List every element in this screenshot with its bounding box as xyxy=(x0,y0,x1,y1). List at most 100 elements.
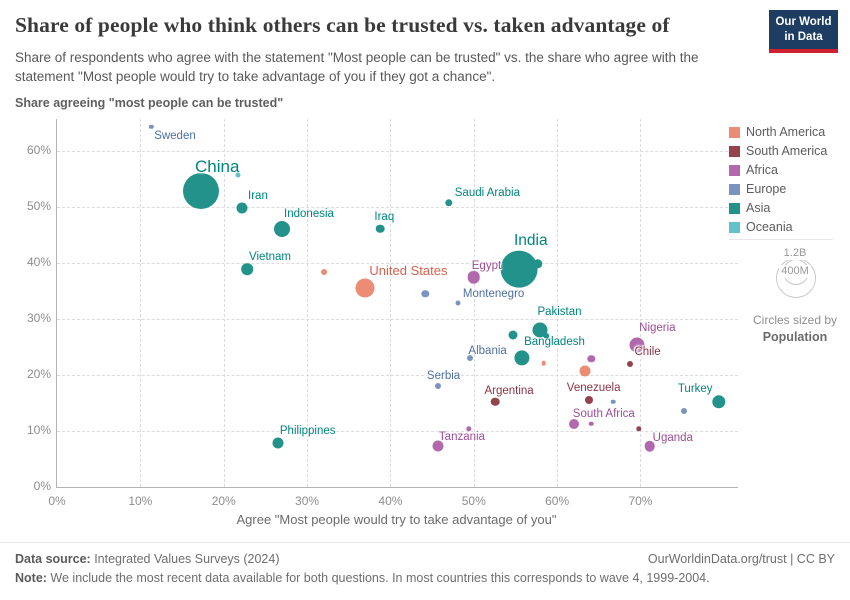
chart-footer: Data source: Integrated Values Surveys (… xyxy=(0,542,850,600)
data-point-label-china: China xyxy=(194,156,240,176)
x-tick-label: 0% xyxy=(48,494,66,508)
data-point-label-egypt: Egypt xyxy=(471,259,502,272)
data-point-unlabeled[interactable] xyxy=(680,407,687,414)
data-point-unlabeled[interactable] xyxy=(541,360,547,366)
data-point-unlabeled[interactable] xyxy=(320,268,327,275)
data-point-label-chile: Chile xyxy=(634,345,661,358)
data-point-label-indonesia: Indonesia xyxy=(284,207,334,220)
data-point-saudi-arabia[interactable] xyxy=(445,199,453,207)
x-gridline xyxy=(307,119,309,487)
data-point-iraq[interactable] xyxy=(376,224,385,234)
y-gridline xyxy=(57,430,738,432)
x-gridline xyxy=(640,119,642,487)
y-gridline xyxy=(57,206,738,208)
data-point-label-bangladesh: Bangladesh xyxy=(524,336,585,349)
data-point-sweden[interactable] xyxy=(148,124,154,130)
data-point-united-states[interactable] xyxy=(355,278,375,298)
size-legend: 1.2B 400M Circles sized by Population xyxy=(743,243,847,345)
size-legend-small-label: 400M xyxy=(779,265,811,279)
page-title: Share of people who think others can be … xyxy=(15,13,670,37)
data-point-unlabeled[interactable] xyxy=(543,333,549,339)
data-point-argentina[interactable] xyxy=(491,397,500,407)
legend-label: South America xyxy=(746,144,828,158)
owid-logo[interactable]: Our World in Data xyxy=(769,10,838,53)
y-gridline xyxy=(57,150,738,152)
size-legend-caption-bold: Population xyxy=(762,329,828,344)
legend-item-africa[interactable]: Africa xyxy=(729,163,847,177)
legend-item-oceania[interactable]: Oceania xyxy=(729,220,847,234)
data-point-nigeria[interactable] xyxy=(629,337,645,353)
legend-label: Europe xyxy=(746,182,787,196)
data-point-vietnam[interactable] xyxy=(241,263,253,275)
data-point-label-argentina: Argentina xyxy=(484,384,534,397)
data-point-unlabeled[interactable] xyxy=(508,330,518,340)
y-tick-label: 40% xyxy=(26,254,51,269)
data-point-unlabeled[interactable] xyxy=(579,365,591,377)
legend-item-asia[interactable]: Asia xyxy=(729,201,847,215)
legend-swatch xyxy=(729,164,740,176)
x-tick-label: 20% xyxy=(211,494,236,508)
data-point-china[interactable] xyxy=(183,172,220,209)
data-point-albania[interactable] xyxy=(467,355,474,362)
data-point-unlabeled[interactable] xyxy=(466,426,472,432)
data-point-label-india: India xyxy=(513,232,548,250)
data-point-unlabeled[interactable] xyxy=(610,399,616,405)
data-point-label-venezuela: Venezuela xyxy=(566,382,621,395)
data-point-indonesia[interactable] xyxy=(274,220,291,237)
legend-swatch xyxy=(729,221,740,233)
x-tick-label: 50% xyxy=(461,494,486,508)
x-tick-label: 10% xyxy=(128,494,153,508)
y-gridline xyxy=(57,374,738,376)
legend-swatch xyxy=(729,126,740,138)
legend-label: North America xyxy=(746,125,826,139)
plot-area: 0% 10% 20% 30% 40% 50% 60% 70% 0% 10% 20% 30% 40% 50%… xyxy=(27,119,738,508)
data-point-unlabeled[interactable] xyxy=(587,355,595,363)
data-point-serbia[interactable] xyxy=(434,383,441,390)
y-gridline xyxy=(57,318,738,320)
x-gridline xyxy=(390,119,392,487)
data-point-label-sweden: Sweden xyxy=(154,129,196,142)
data-point-label-iran: Iran xyxy=(248,190,268,203)
data-point-uganda[interactable] xyxy=(644,440,655,452)
x-tick-label: 70% xyxy=(628,494,653,508)
data-point-philippines[interactable] xyxy=(272,437,284,449)
x-tick-label: 40% xyxy=(378,494,403,508)
data-point-unlabeled[interactable] xyxy=(533,259,543,269)
data-point-montenegro[interactable] xyxy=(455,300,461,306)
data-point-india[interactable] xyxy=(500,250,538,288)
data-point-unlabeled[interactable] xyxy=(421,290,430,298)
data-point-unlabeled[interactable] xyxy=(636,426,642,432)
data-point-label-montenegro: Montenegro xyxy=(462,287,525,300)
data-point-iran[interactable] xyxy=(236,202,248,214)
y-tick-label: 60% xyxy=(26,142,51,157)
owid-logo-line1: Our World xyxy=(775,16,832,28)
data-point-label-pakistan: Pakistan xyxy=(537,306,582,319)
data-point-unlabeled[interactable] xyxy=(235,172,241,178)
data-point-turkey[interactable] xyxy=(712,395,726,409)
legend-item-south-america[interactable]: South America xyxy=(729,144,847,158)
x-tick-label: 30% xyxy=(295,494,320,508)
data-point-tanzania[interactable] xyxy=(432,440,444,452)
chart-subtitle: Share of respondents who agree with the … xyxy=(15,50,699,84)
legend-label: Oceania xyxy=(746,220,793,234)
y-tick-label: 20% xyxy=(26,366,51,381)
data-point-venezuela[interactable] xyxy=(584,396,593,405)
data-point-south-africa[interactable] xyxy=(568,418,579,429)
legend-item-europe[interactable]: Europe xyxy=(729,182,847,196)
legend-item-north-america[interactable]: North America xyxy=(729,125,847,139)
data-point-label-united-states: United States xyxy=(369,263,448,279)
data-source: Data source: Integrated Values Surveys (… xyxy=(15,552,280,566)
data-point-chile[interactable] xyxy=(627,360,634,367)
data-point-unlabeled[interactable] xyxy=(589,421,594,426)
x-gridline xyxy=(557,119,559,487)
data-point-bangladesh[interactable] xyxy=(514,350,530,366)
data-point-label-saudi-arabia: Saudi Arabia xyxy=(454,187,520,200)
legend-label: Africa xyxy=(746,163,778,177)
data-point-label-tanzania: Tanzania xyxy=(438,431,485,444)
data-point-label-turkey: Turkey xyxy=(677,382,713,395)
data-point-label-philippines: Philippines xyxy=(279,424,336,437)
owid-link[interactable]: OurWorldinData.org/trust | CC BY xyxy=(647,552,835,566)
x-gridline xyxy=(140,119,142,487)
data-point-egypt[interactable] xyxy=(467,270,481,284)
size-legend-big-label: 1.2B xyxy=(781,247,809,261)
